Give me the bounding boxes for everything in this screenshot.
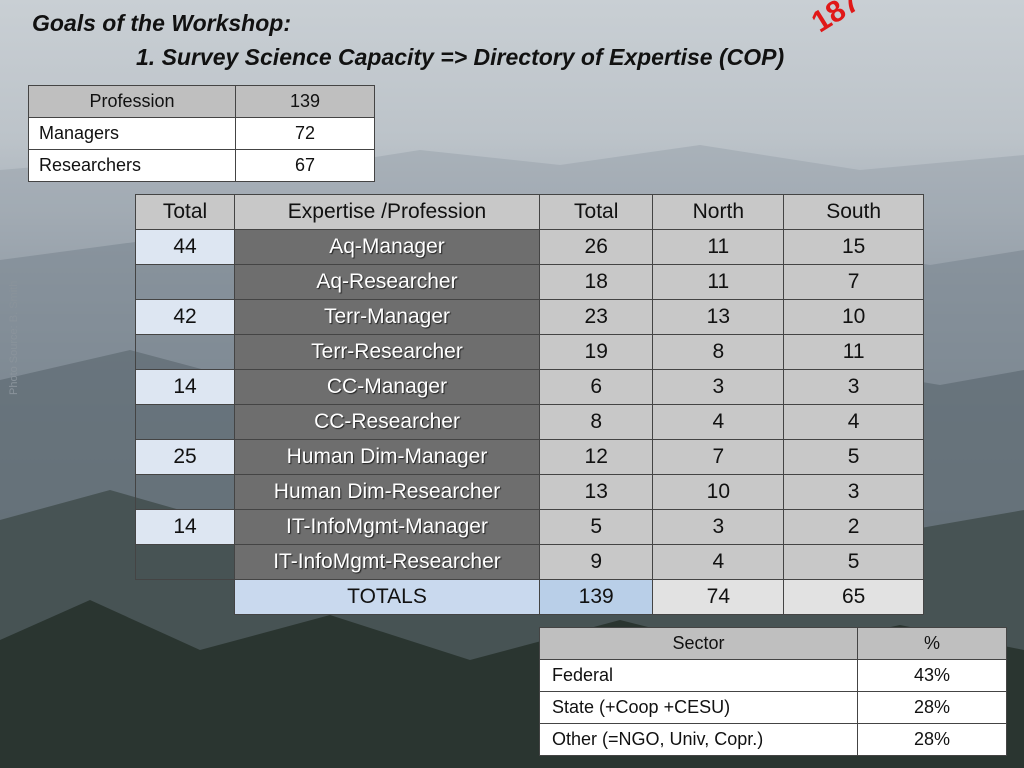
table-row: Other (=NGO, Univ, Copr.) 28% — [539, 723, 1007, 756]
column-header: % — [857, 627, 1007, 660]
table-row: CC-Researcher 8 4 4 — [135, 404, 924, 440]
table-row: Researchers 67 — [28, 149, 375, 182]
group-total-cell: 42 — [135, 299, 235, 335]
totals-row: TOTALS 139 74 65 — [135, 579, 924, 615]
expertise-cell: Human Dim-Manager — [234, 439, 540, 475]
south-cell: 4 — [783, 404, 924, 440]
expertise-cell: IT-InfoMgmt-Researcher — [234, 544, 540, 580]
total-cell: 12 — [538, 439, 654, 475]
row-value: 72 — [235, 117, 375, 150]
expertise-cell: Terr-Researcher — [234, 334, 540, 370]
sector-table: Sector % Federal 43% State (+Coop +CESU)… — [539, 627, 1007, 756]
north-cell: 3 — [652, 509, 785, 545]
south-cell: 3 — [783, 474, 924, 510]
photo-credit: Photo Source: B. Smith — [8, 280, 20, 395]
expertise-cell: CC-Manager — [234, 369, 540, 405]
table-row: State (+Coop +CESU) 28% — [539, 691, 1007, 724]
group-total-cell: 14 — [135, 369, 235, 405]
total-cell: 23 — [538, 299, 654, 335]
group-total-cell: 25 — [135, 439, 235, 475]
north-cell: 10 — [652, 474, 785, 510]
north-cell: 4 — [652, 404, 785, 440]
total-cell: 18 — [538, 264, 654, 300]
row-value: 28% — [857, 723, 1007, 756]
profession-table: Profession 139 Managers 72 Researchers 6… — [28, 85, 375, 182]
north-cell: 11 — [652, 229, 785, 265]
table-header-row: Total Expertise /Profession Total North … — [135, 194, 924, 230]
table-row: Human Dim-Researcher 13 10 3 — [135, 474, 924, 510]
total-cell: 8 — [538, 404, 654, 440]
north-cell: 4 — [652, 544, 785, 580]
group-total-cell: 44 — [135, 229, 235, 265]
table-row: 25 Human Dim-Manager 12 7 5 — [135, 439, 924, 475]
column-header-expertise: Expertise /Profession — [234, 194, 540, 230]
row-label: Managers — [28, 117, 236, 150]
table-row: Federal 43% — [539, 659, 1007, 692]
north-cell: 3 — [652, 369, 785, 405]
total-cell: 13 — [538, 474, 654, 510]
column-header: Profession — [28, 85, 236, 118]
row-value: 43% — [857, 659, 1007, 692]
table-header-row: Sector % — [539, 627, 1007, 660]
group-total-cell — [135, 404, 235, 440]
total-cell: 5 — [538, 509, 654, 545]
column-header: 139 — [235, 85, 375, 118]
row-label: Federal — [539, 659, 858, 692]
total-cell: 19 — [538, 334, 654, 370]
south-cell: 15 — [783, 229, 924, 265]
group-total-cell — [135, 544, 235, 580]
group-total-cell — [135, 474, 235, 510]
total-cell: 9 — [538, 544, 654, 580]
totals-south: 65 — [783, 579, 924, 615]
row-label: Researchers — [28, 149, 236, 182]
expertise-cell: Terr-Manager — [234, 299, 540, 335]
column-header-north: North — [652, 194, 785, 230]
total-cell: 6 — [538, 369, 654, 405]
south-cell: 5 — [783, 544, 924, 580]
row-value: 67 — [235, 149, 375, 182]
expertise-cell: Aq-Manager — [234, 229, 540, 265]
totals-label: TOTALS — [234, 579, 540, 615]
expertise-cell: CC-Researcher — [234, 404, 540, 440]
slide-title: Goals of the Workshop: — [32, 10, 291, 36]
table-row: IT-InfoMgmt-Researcher 9 4 5 — [135, 544, 924, 580]
south-cell: 3 — [783, 369, 924, 405]
table-row: Terr-Researcher 19 8 11 — [135, 334, 924, 370]
north-cell: 8 — [652, 334, 785, 370]
table-row: 14 IT-InfoMgmt-Manager 5 3 2 — [135, 509, 924, 545]
totals-total: 139 — [538, 579, 654, 615]
table-header-row: Profession 139 — [28, 85, 375, 118]
group-total-cell: 14 — [135, 509, 235, 545]
north-cell: 11 — [652, 264, 785, 300]
south-cell: 7 — [783, 264, 924, 300]
north-cell: 13 — [652, 299, 785, 335]
expertise-table: Total Expertise /Profession Total North … — [135, 194, 924, 615]
empty-cell — [135, 579, 235, 615]
column-header-group-total: Total — [135, 194, 235, 230]
column-header: Sector — [539, 627, 858, 660]
expertise-cell: Human Dim-Researcher — [234, 474, 540, 510]
north-cell: 7 — [652, 439, 785, 475]
expertise-cell: IT-InfoMgmt-Manager — [234, 509, 540, 545]
south-cell: 2 — [783, 509, 924, 545]
table-row: Aq-Researcher 18 11 7 — [135, 264, 924, 300]
row-value: 28% — [857, 691, 1007, 724]
group-total-cell — [135, 334, 235, 370]
totals-north: 74 — [652, 579, 785, 615]
table-row: 42 Terr-Manager 23 13 10 — [135, 299, 924, 335]
table-row: 14 CC-Manager 6 3 3 — [135, 369, 924, 405]
south-cell: 11 — [783, 334, 924, 370]
south-cell: 10 — [783, 299, 924, 335]
total-cell: 26 — [538, 229, 654, 265]
expertise-cell: Aq-Researcher — [234, 264, 540, 300]
column-header-south: South — [783, 194, 924, 230]
south-cell: 5 — [783, 439, 924, 475]
row-label: Other (=NGO, Univ, Copr.) — [539, 723, 858, 756]
group-total-cell — [135, 264, 235, 300]
table-row: Managers 72 — [28, 117, 375, 150]
table-row: 44 Aq-Manager 26 11 15 — [135, 229, 924, 265]
row-label: State (+Coop +CESU) — [539, 691, 858, 724]
slide-subtitle: 1. Survey Science Capacity => Directory … — [136, 44, 785, 70]
column-header-total: Total — [538, 194, 654, 230]
